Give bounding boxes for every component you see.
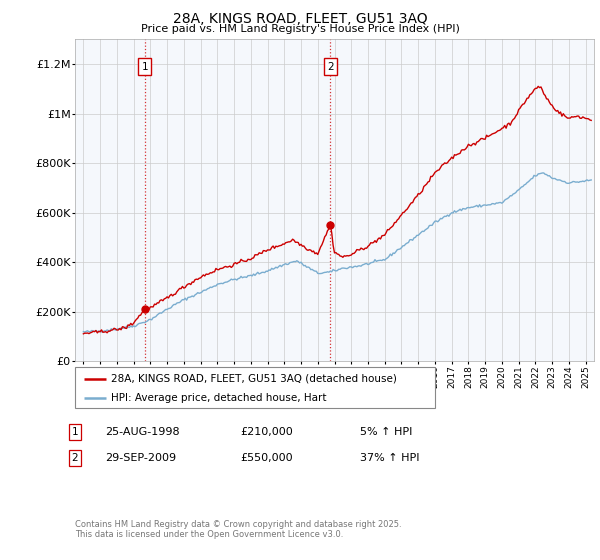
Text: 28A, KINGS ROAD, FLEET, GU51 3AQ: 28A, KINGS ROAD, FLEET, GU51 3AQ — [173, 12, 427, 26]
Text: 2: 2 — [327, 62, 334, 72]
Text: 1: 1 — [71, 427, 79, 437]
Text: 2: 2 — [71, 453, 79, 463]
Text: 29-SEP-2009: 29-SEP-2009 — [105, 453, 176, 463]
Text: £210,000: £210,000 — [240, 427, 293, 437]
Text: 25-AUG-1998: 25-AUG-1998 — [105, 427, 179, 437]
Text: £550,000: £550,000 — [240, 453, 293, 463]
Text: 37% ↑ HPI: 37% ↑ HPI — [360, 453, 419, 463]
Text: Price paid vs. HM Land Registry's House Price Index (HPI): Price paid vs. HM Land Registry's House … — [140, 24, 460, 34]
Text: 5% ↑ HPI: 5% ↑ HPI — [360, 427, 412, 437]
Text: HPI: Average price, detached house, Hart: HPI: Average price, detached house, Hart — [111, 393, 326, 403]
Text: Contains HM Land Registry data © Crown copyright and database right 2025.
This d: Contains HM Land Registry data © Crown c… — [75, 520, 401, 539]
Text: 28A, KINGS ROAD, FLEET, GU51 3AQ (detached house): 28A, KINGS ROAD, FLEET, GU51 3AQ (detach… — [111, 374, 397, 384]
FancyBboxPatch shape — [75, 367, 435, 408]
Text: 1: 1 — [142, 62, 148, 72]
